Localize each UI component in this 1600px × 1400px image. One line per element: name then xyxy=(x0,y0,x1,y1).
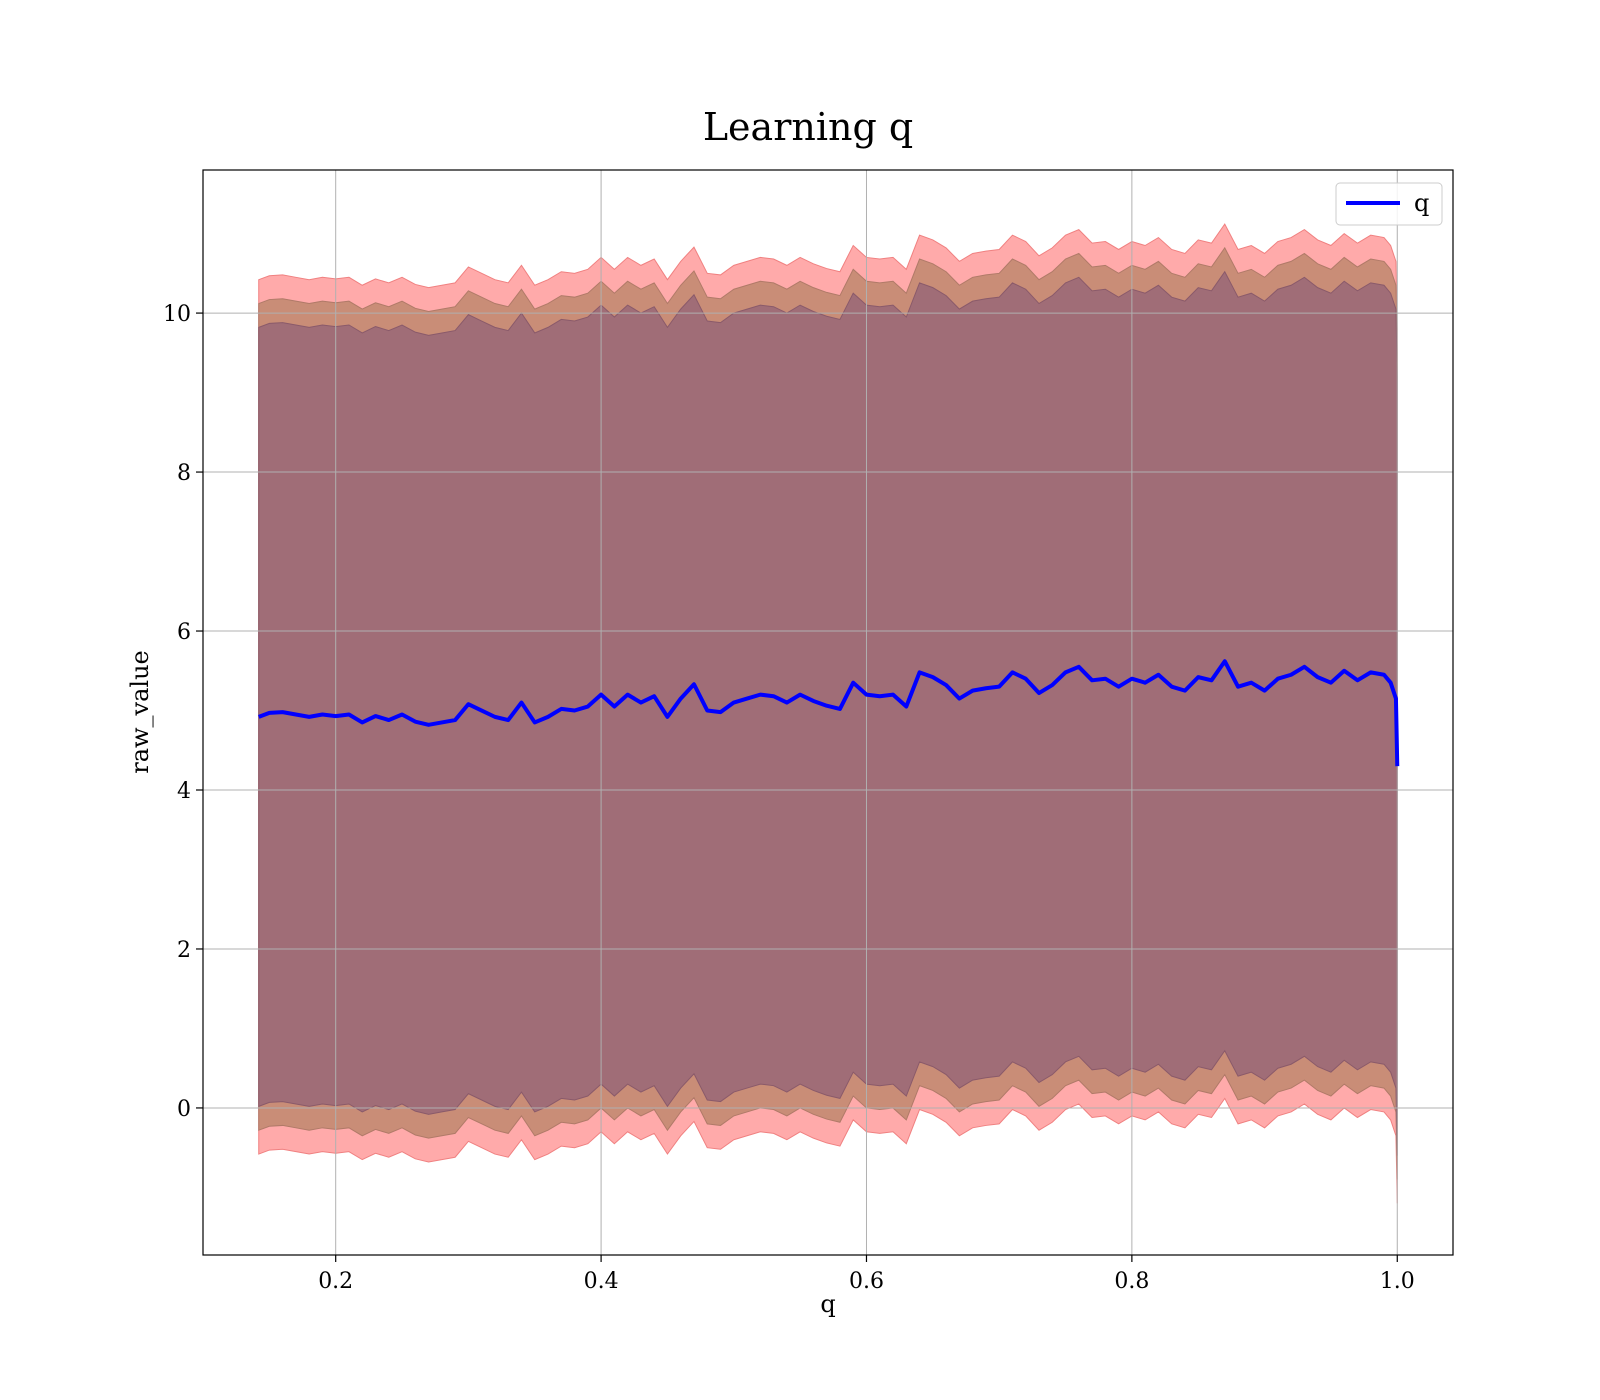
x-tick-label: 0.6 xyxy=(849,1269,884,1294)
band-inner xyxy=(258,270,1398,1156)
x-axis-ticks: 0.2 0.4 0.6 0.8 1.0 xyxy=(318,1255,1415,1294)
series-line-q xyxy=(258,659,1400,767)
y-tick-label: 4 xyxy=(177,779,191,804)
plot-frame xyxy=(202,169,1454,1256)
y-tick-label: 10 xyxy=(163,302,191,327)
x-tick-label: 0.2 xyxy=(318,1269,353,1294)
y-axis-label: raw_value xyxy=(126,650,154,774)
y-tick-label: 2 xyxy=(177,938,191,963)
y-axis-ticks: 0 2 4 6 8 10 xyxy=(163,302,203,1122)
x-tick-label: 1.0 xyxy=(1380,1269,1415,1294)
x-tick-label: 0.8 xyxy=(1114,1269,1149,1294)
y-tick-label: 6 xyxy=(177,620,191,645)
legend-entry-q: q xyxy=(1414,189,1429,217)
plot-area xyxy=(202,169,1454,1256)
chart-title: Learning q xyxy=(703,105,913,149)
y-tick-label: 0 xyxy=(177,1097,191,1122)
x-axis-label: q xyxy=(820,1290,835,1318)
confidence-bands xyxy=(258,223,1398,1204)
x-tick-label: 0.4 xyxy=(584,1269,619,1294)
legend: q xyxy=(1335,182,1443,226)
y-tick-label: 8 xyxy=(177,461,191,486)
series-lines xyxy=(258,659,1400,767)
